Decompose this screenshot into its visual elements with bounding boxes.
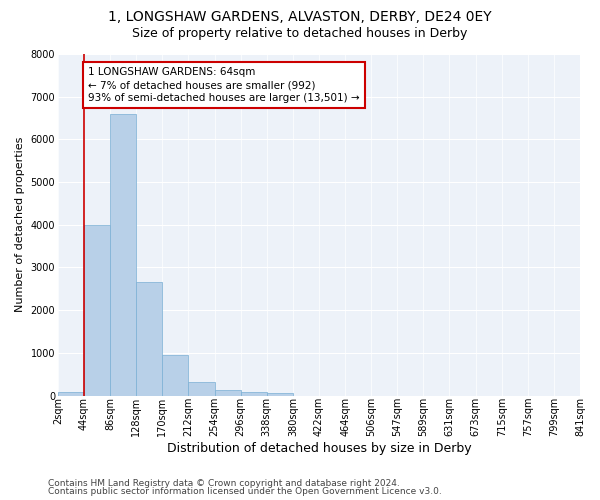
Bar <box>267 393 293 396</box>
X-axis label: Distribution of detached houses by size in Derby: Distribution of detached houses by size … <box>167 442 471 455</box>
Text: Size of property relative to detached houses in Derby: Size of property relative to detached ho… <box>133 28 467 40</box>
Bar <box>163 355 188 396</box>
Bar <box>84 225 110 396</box>
Bar <box>136 282 163 396</box>
Bar <box>110 114 136 396</box>
Y-axis label: Number of detached properties: Number of detached properties <box>15 137 25 312</box>
Bar <box>241 392 267 396</box>
Text: Contains HM Land Registry data © Crown copyright and database right 2024.: Contains HM Land Registry data © Crown c… <box>48 478 400 488</box>
Text: 1 LONGSHAW GARDENS: 64sqm
← 7% of detached houses are smaller (992)
93% of semi-: 1 LONGSHAW GARDENS: 64sqm ← 7% of detach… <box>88 67 359 103</box>
Text: Contains public sector information licensed under the Open Government Licence v3: Contains public sector information licen… <box>48 487 442 496</box>
Bar <box>215 390 241 396</box>
Bar <box>58 392 84 396</box>
Bar <box>188 382 215 396</box>
Text: 1, LONGSHAW GARDENS, ALVASTON, DERBY, DE24 0EY: 1, LONGSHAW GARDENS, ALVASTON, DERBY, DE… <box>108 10 492 24</box>
